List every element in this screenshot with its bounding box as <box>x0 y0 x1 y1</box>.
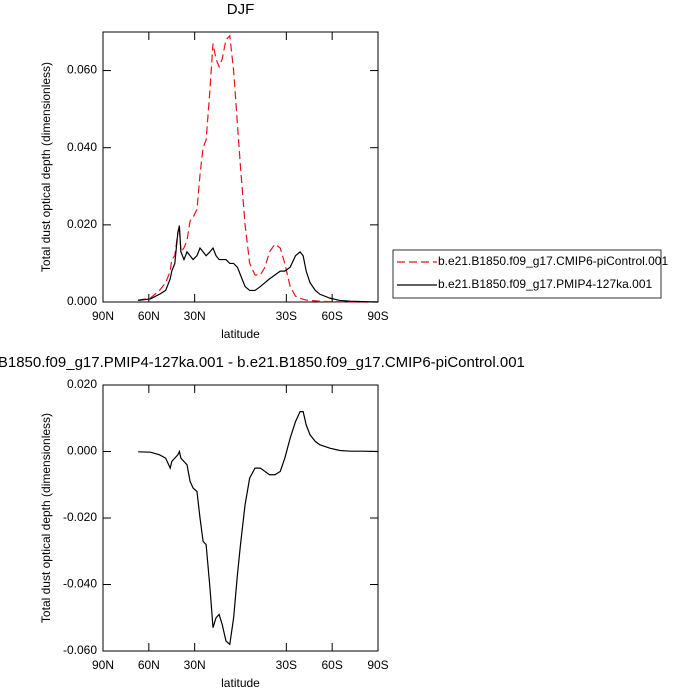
x-tick-label: 90N <box>92 658 114 672</box>
x-tick-label: 30S <box>276 658 297 672</box>
chart-title: b.e21.B1850.f09_g17.PMIP4-127ka.001 - b.… <box>0 354 525 371</box>
chart-title: DJF <box>227 1 255 18</box>
x-tick-label: 60N <box>138 309 160 323</box>
y-tick-label: 0.020 <box>67 377 97 391</box>
y-tick-label: 0.040 <box>67 140 97 154</box>
x-tick-label: 60N <box>138 658 160 672</box>
x-tick-label: 90S <box>367 309 388 323</box>
legend-box <box>392 249 662 299</box>
x-axis-label: latitude <box>221 327 260 341</box>
y-tick-label: 0.060 <box>67 63 97 77</box>
x-tick-label: 30S <box>276 309 297 323</box>
plot-frame <box>102 31 379 303</box>
x-tick-label: 30N <box>184 658 206 672</box>
x-tick-label: 90S <box>367 658 388 672</box>
y-tick-label: 0.000 <box>67 294 97 308</box>
y-tick-label: 0.000 <box>67 444 97 458</box>
legend-label: b.e21.B1850.f09_g17.PMIP4-127ka.001 <box>438 277 652 291</box>
data-line <box>138 411 379 646</box>
y-axis-label: Total dust optical depth (dimensionless) <box>39 62 53 272</box>
y-axis-label: Total dust optical depth (dimensionless) <box>39 413 53 623</box>
plot-frame <box>102 384 379 652</box>
x-tick-label: 90N <box>92 309 114 323</box>
legend-label: b.e21.B1850.f09_g17.CMIP6-piControl.001 <box>438 254 668 268</box>
x-axis-label: latitude <box>221 676 260 690</box>
y-tick-label: 0.020 <box>67 217 97 231</box>
data-line <box>138 34 378 303</box>
x-tick-label: 60S <box>321 658 342 672</box>
data-line <box>138 225 379 303</box>
y-tick-label: -0.020 <box>63 510 97 524</box>
x-tick-label: 60S <box>321 309 342 323</box>
y-tick-label: -0.040 <box>63 577 97 591</box>
y-tick-label: -0.060 <box>63 643 97 657</box>
x-tick-label: 30N <box>184 309 206 323</box>
